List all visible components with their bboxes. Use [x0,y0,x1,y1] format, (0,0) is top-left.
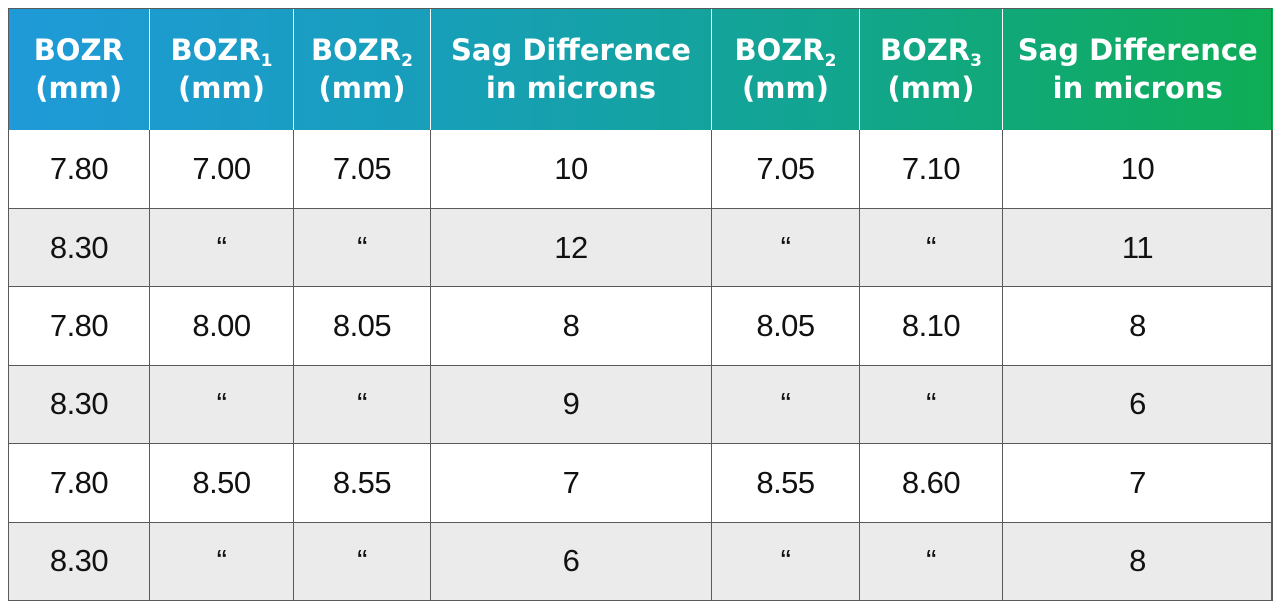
cell-bozr: 8.30 [8,521,150,602]
cell-bozr3: 8.60 [859,443,1003,523]
cell-sag-difference-1: 12 [430,207,712,288]
header-bozr-label: BOZR [33,33,124,67]
table-row: 8.30 “ “ 6 “ “ 8 [8,521,1273,602]
cell-bozr3: “ [859,207,1003,288]
header-bozr: BOZR (mm) [8,8,150,130]
table-row: 7.80 8.00 8.05 8 8.05 8.10 8 [8,286,1273,366]
cell-bozr2-second: “ [711,364,860,445]
cell-bozr3: 7.10 [859,130,1003,209]
bozr-sag-table-container: BOZR (mm) BOZR1 (mm) BOZR2 (mm) Sag Diff… [8,8,1273,602]
cell-bozr: 7.80 [8,286,150,366]
cell-sag-difference-1: 7 [430,443,712,523]
cell-bozr2-second: “ [711,521,860,602]
cell-sag-difference-2: 8 [1002,286,1273,366]
header-sag-difference-2: Sag Difference in microns [1003,8,1273,130]
header-bozr2: BOZR2 (mm) [293,8,431,130]
cell-bozr: 7.80 [8,443,150,523]
header-bozr1: BOZR1 (mm) [149,8,294,130]
header-sag-difference-2-line1: Sag Difference [1017,33,1258,67]
header-sag-difference-1-line2: in microns [485,71,657,105]
header-bozr3-subscript: 3 [970,51,982,71]
header-bozr2-unit: (mm) [318,71,406,105]
table-row: 8.30 “ “ 9 “ “ 6 [8,364,1273,445]
header-sag-difference-1: Sag Difference in microns [430,8,712,130]
header-bozr-unit: (mm) [35,71,123,105]
cell-bozr1: 7.00 [149,130,294,209]
cell-bozr1: 8.50 [149,443,294,523]
cell-bozr2: 8.55 [293,443,431,523]
cell-sag-difference-2: 7 [1002,443,1273,523]
header-bozr3-unit: (mm) [887,71,975,105]
cell-bozr3: 8.10 [859,286,1003,366]
cell-bozr: 8.30 [8,207,150,288]
table-row: 8.30 “ “ 12 “ “ 11 [8,207,1273,288]
cell-sag-difference-1: 8 [430,286,712,366]
cell-bozr1: “ [149,207,294,288]
header-bozr2-second: BOZR2 (mm) [711,8,860,130]
cell-sag-difference-2: 10 [1002,130,1273,209]
header-bozr1-unit: (mm) [178,71,265,105]
cell-sag-difference-1: 10 [430,130,712,209]
header-sag-difference-1-line1: Sag Difference [451,33,691,67]
header-bozr2-second-unit: (mm) [742,71,829,105]
header-row: BOZR (mm) BOZR1 (mm) BOZR2 (mm) Sag Diff… [8,8,1273,130]
header-sag-difference-2-line2: in microns [1052,71,1223,105]
cell-bozr: 8.30 [8,364,150,445]
cell-bozr2: 7.05 [293,130,431,209]
cell-bozr2: “ [293,521,431,602]
cell-bozr2-second: 8.05 [711,286,860,366]
cell-bozr2: 8.05 [293,286,431,366]
header-bozr2-second-label: BOZR [734,33,825,67]
cell-bozr3: “ [859,521,1003,602]
cell-bozr1: “ [149,521,294,602]
table-row: 7.80 8.50 8.55 7 8.55 8.60 7 [8,443,1273,523]
cell-bozr: 7.80 [8,130,150,209]
table-row: 7.80 7.00 7.05 10 7.05 7.10 10 [8,130,1273,209]
cell-bozr2-second: “ [711,207,860,288]
cell-bozr2-second: 7.05 [711,130,860,209]
cell-bozr2: “ [293,207,431,288]
header-bozr2-label: BOZR [311,33,402,67]
cell-bozr1: 8.00 [149,286,294,366]
header-bozr2-subscript: 2 [401,51,413,71]
cell-bozr2-second: 8.55 [711,443,860,523]
header-bozr1-label: BOZR [170,33,261,67]
header-bozr1-subscript: 1 [260,51,273,71]
cell-sag-difference-2: 11 [1002,207,1273,288]
cell-bozr1: “ [149,364,294,445]
header-bozr3: BOZR3 (mm) [859,8,1003,130]
cell-sag-difference-1: 6 [430,521,712,602]
header-bozr3-label: BOZR [880,33,971,67]
header-bozr2-second-subscript: 2 [824,51,837,71]
cell-sag-difference-2: 6 [1002,364,1273,445]
bozr-sag-table: BOZR (mm) BOZR1 (mm) BOZR2 (mm) Sag Diff… [8,8,1273,602]
table-header: BOZR (mm) BOZR1 (mm) BOZR2 (mm) Sag Diff… [8,8,1273,130]
cell-bozr3: “ [859,364,1003,445]
cell-sag-difference-1: 9 [430,364,712,445]
table-body: 7.80 7.00 7.05 10 7.05 7.10 10 8.30 “ “ … [8,130,1273,602]
cell-bozr2: “ [293,364,431,445]
cell-sag-difference-2: 8 [1002,521,1273,602]
